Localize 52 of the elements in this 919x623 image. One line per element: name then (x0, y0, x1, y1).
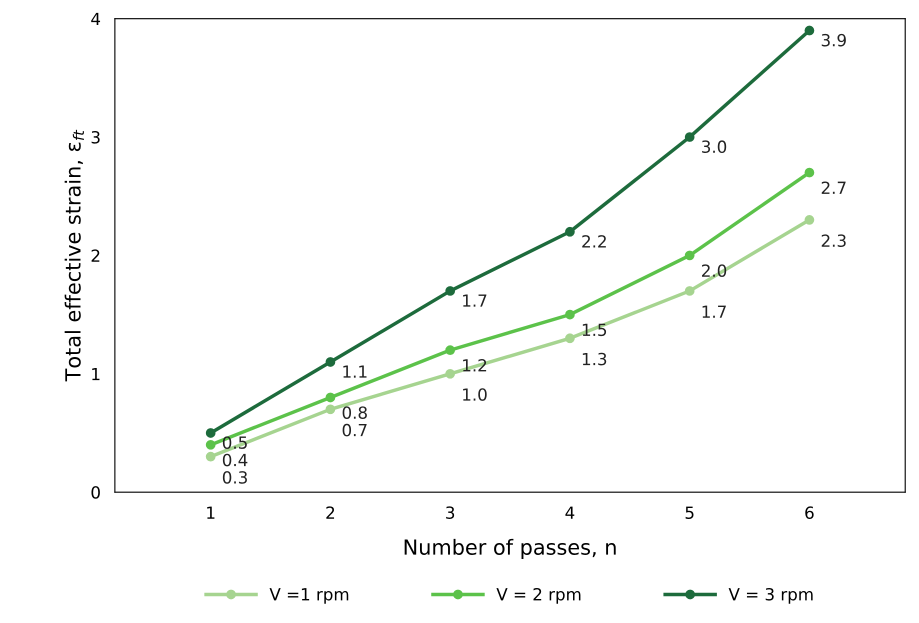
data-label: 2.0 (702, 264, 726, 277)
data-label: 0.8 (342, 406, 367, 419)
point (565, 333, 575, 344)
data-label: 0.7 (342, 424, 367, 436)
data-label: 0.3 (222, 471, 247, 484)
point (684, 286, 695, 296)
data-label: 0.5 (222, 436, 247, 449)
point (684, 250, 695, 260)
data-label: 2.7 (822, 181, 846, 194)
data-label: 1.5 (582, 324, 606, 336)
data-label: 1.3 (582, 352, 606, 366)
y-tick-label: 2 (92, 249, 100, 262)
data-label: 1.7 (702, 306, 726, 318)
data-label: 3.0 (702, 140, 726, 154)
data-label: 1.2 (463, 359, 486, 372)
legend-label: V =1 rpm (270, 588, 348, 604)
x-tick-label: 5 (686, 506, 694, 519)
point (206, 452, 216, 462)
point (206, 440, 216, 450)
y-tick-label: 1 (92, 368, 100, 380)
point (326, 404, 336, 414)
point (206, 428, 216, 438)
point (804, 26, 814, 36)
point (445, 345, 456, 355)
y-axis-title: Total effective strain, ε$_{ft}$ (64, 130, 84, 382)
data-label: 0.4 (222, 454, 248, 466)
y-tick-label: 4 (91, 12, 100, 26)
point (684, 132, 695, 142)
point (565, 310, 575, 320)
point (326, 392, 336, 402)
point (565, 226, 575, 237)
legend-label: V = 3 rpm (728, 588, 813, 604)
point (804, 168, 814, 178)
x-tick-label: 4 (565, 506, 574, 519)
y-tick-label: 0 (91, 486, 100, 499)
data-label: 2.3 (822, 234, 846, 247)
data-label: 1.0 (463, 388, 487, 401)
point (326, 357, 336, 367)
x-axis-title: Number of passes, n (404, 538, 616, 560)
y-tick-label: 3 (92, 131, 100, 144)
x-tick-label: 3 (446, 506, 454, 519)
point (804, 215, 814, 225)
data-label: 1.7 (463, 294, 486, 307)
x-tick-label: 6 (805, 506, 814, 519)
data-label: 1.1 (343, 366, 366, 378)
data-label: 2.2 (582, 235, 606, 248)
x-tick-label: 2 (326, 506, 334, 519)
data-label: 3.9 (822, 34, 846, 46)
point (445, 368, 456, 379)
point (445, 286, 456, 296)
x-tick-label: 1 (207, 506, 214, 519)
legend-label: V = 2 rpm (496, 588, 580, 604)
